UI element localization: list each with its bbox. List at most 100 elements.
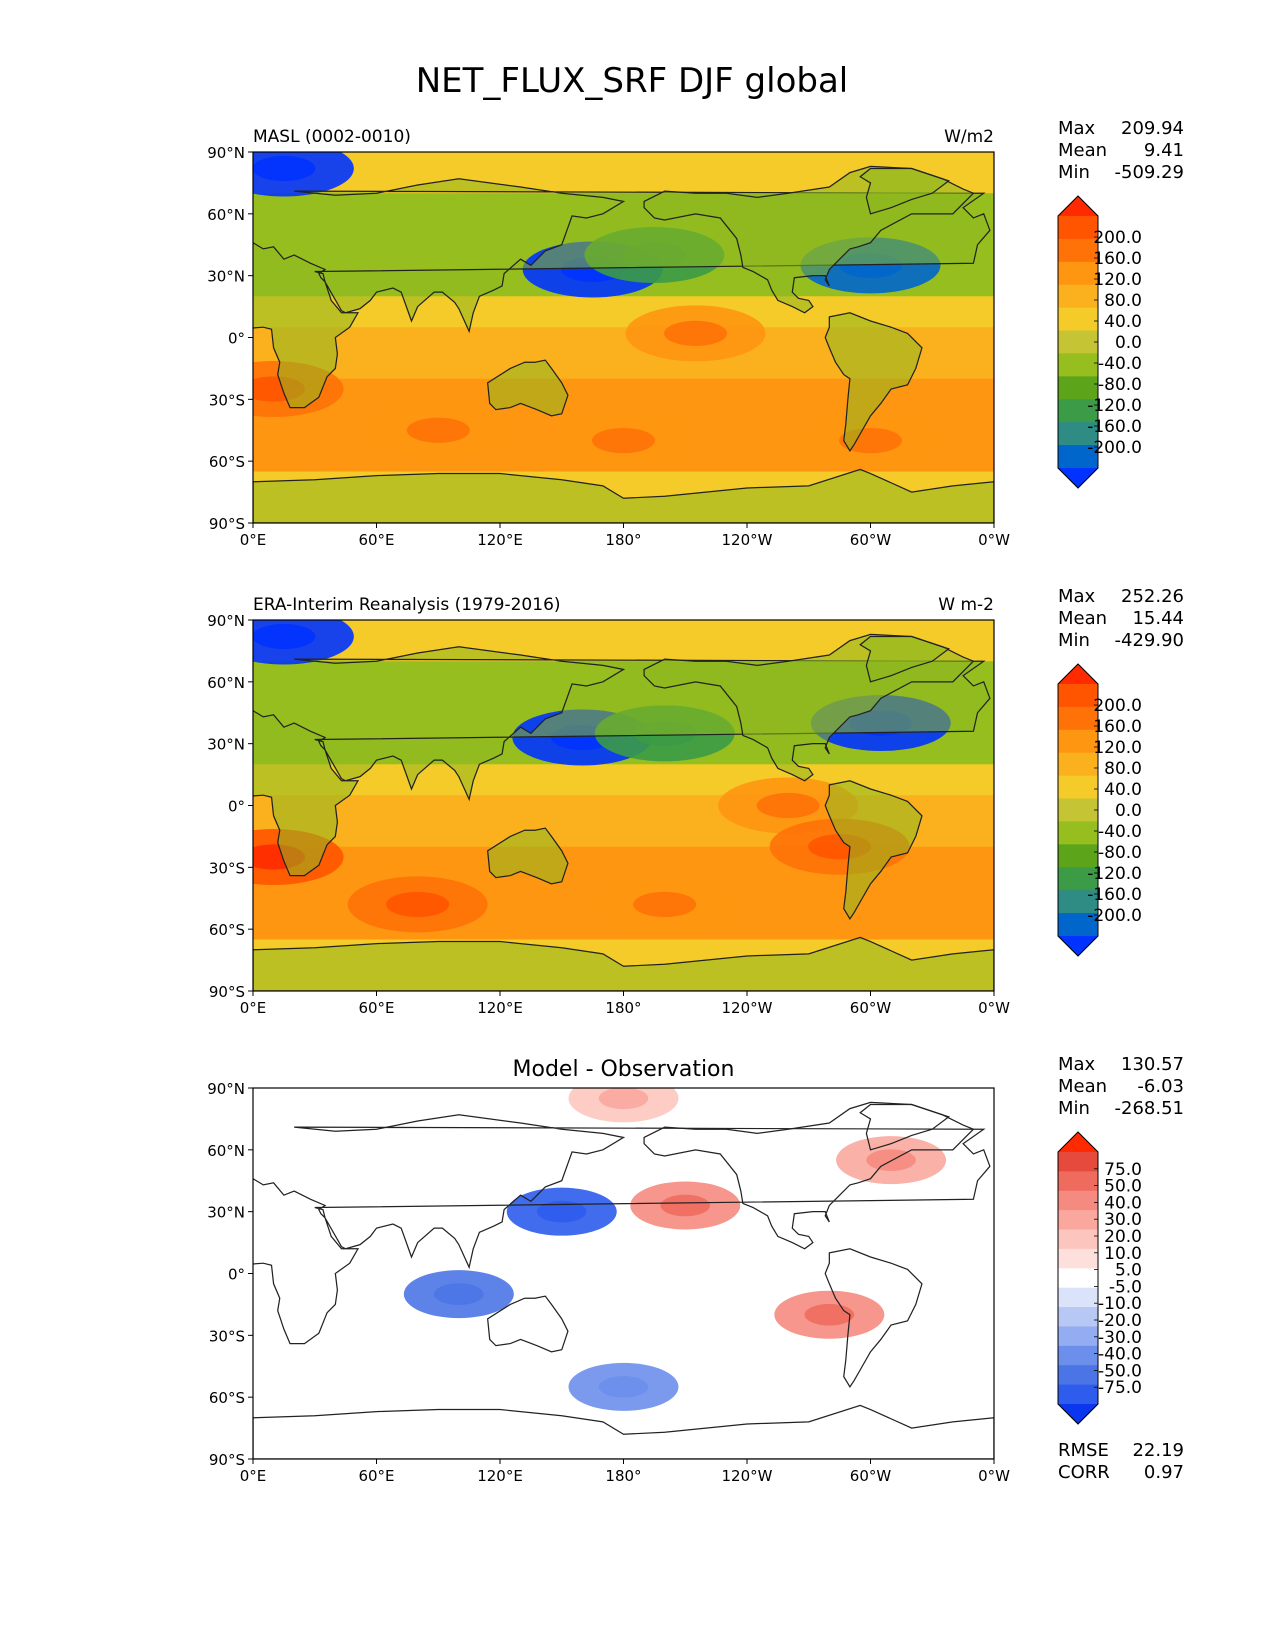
colorbar-label: 75.0 (1104, 1160, 1142, 1180)
colorbar: 200.0160.0120.080.040.00.0-40.0-80.0-120… (1057, 663, 1142, 957)
colorbar-label: 0.0 (1115, 801, 1142, 821)
colorbar-segment (1058, 1287, 1098, 1308)
colorbar-segment (1058, 330, 1098, 355)
colorbar-label: -40.0 (1098, 354, 1142, 374)
colorbar-label: -160.0 (1087, 885, 1142, 905)
lat-tick-label: 0° (228, 1266, 245, 1284)
stat-label-max: Max (1058, 586, 1096, 607)
field-anomaly-core (537, 1200, 587, 1223)
stat-label-min: Min (1058, 1098, 1090, 1119)
lat-tick-label: 0° (228, 330, 245, 348)
lat-tick-label: 90°N (207, 144, 245, 162)
panel-units: W/m2 (944, 127, 994, 147)
colorbar-label: 80.0 (1104, 291, 1142, 311)
stat-value-min: -429.90 (1115, 630, 1184, 651)
lat-tick-label: 90°S (209, 515, 245, 533)
field-anomaly-core (756, 792, 820, 819)
map-panel-3: Model - Observation 90°N 60°N 30°N 0° 30°S 60°… (207, 1054, 1184, 1485)
colorbar-segment (1058, 1229, 1098, 1250)
colorbar-segment (1058, 399, 1098, 423)
colorbar-segment (1058, 775, 1098, 800)
colorbar-segment (1058, 376, 1098, 400)
stat-value-min: -509.29 (1115, 162, 1184, 183)
lon-tick-label: 180° (605, 1467, 641, 1485)
colorbar-segment (1058, 216, 1098, 240)
field-anomaly-core (633, 891, 697, 918)
field-anomaly-core (664, 320, 728, 346)
lon-tick-label: 120°W (722, 1467, 773, 1485)
lon-tick-label: 60°E (358, 1467, 394, 1485)
colorbar-segment (1058, 261, 1098, 286)
stat-value-mean: -6.03 (1137, 1076, 1184, 1097)
field-anomaly-core (253, 623, 316, 650)
lat-tick-label: 0° (228, 798, 245, 816)
colorbar-label: 5.0 (1115, 1261, 1142, 1281)
lon-tick-label: 0°W (978, 531, 1010, 549)
lat-tick-label: 60°S (209, 1389, 245, 1407)
lat-tick-label: 30°S (209, 859, 245, 877)
stat-label-rmse: RMSE (1058, 1440, 1109, 1461)
colorbar-label: -40.0 (1098, 1345, 1142, 1365)
colorbar-label: 40.0 (1104, 1193, 1142, 1213)
colorbar-segment (1058, 684, 1098, 708)
colorbar-label: -120.0 (1087, 864, 1142, 884)
colorbar-segment (1058, 1210, 1098, 1231)
colorbar-segment (1058, 307, 1098, 332)
lat-tick-label: 90°S (209, 983, 245, 1001)
colorbar-segment (1058, 1152, 1098, 1172)
lon-tick-label: 0°W (978, 1467, 1010, 1485)
colorbar-segment (1058, 1190, 1098, 1211)
colorbar-segment (1058, 353, 1098, 377)
lat-tick-label: 30°S (209, 1327, 245, 1345)
colorbar-segment (1058, 706, 1098, 731)
colorbar-label: -20.0 (1098, 1311, 1142, 1331)
lat-tick-label: 60°N (207, 206, 245, 224)
colorbar-label: 30.0 (1104, 1210, 1142, 1230)
colorbar-label: -5.0 (1109, 1277, 1142, 1297)
panel-subtitle-left: ERA-Interim Reanalysis (1979-2016) (253, 595, 561, 615)
colorbar-label: 120.0 (1093, 738, 1142, 758)
colorbar-segment (1058, 284, 1098, 309)
lat-tick-label: 90°S (209, 1451, 245, 1469)
colorbar-segment (1058, 821, 1098, 845)
stat-label-min: Min (1058, 162, 1090, 183)
colorbar-outline (1057, 663, 1099, 957)
lon-tick-label: 60°W (850, 1467, 892, 1485)
colorbar-segment (1058, 1307, 1098, 1328)
colorbar-label: -80.0 (1098, 375, 1142, 395)
stat-label-max: Max (1058, 118, 1096, 139)
colorbar: 200.0160.0120.080.040.00.0-40.0-80.0-120… (1057, 195, 1142, 489)
stat-value-corr: 0.97 (1144, 1462, 1184, 1483)
stat-label-mean: Mean (1058, 1076, 1107, 1097)
lat-tick-label: 90°N (207, 612, 245, 630)
colorbar-extend-top (1058, 196, 1098, 216)
colorbar-label: 120.0 (1093, 270, 1142, 290)
colorbar-segment (1058, 798, 1098, 823)
stat-value-min: -268.51 (1115, 1098, 1184, 1119)
lat-tick-label: 30°S (209, 391, 245, 409)
colorbar-label: 160.0 (1093, 249, 1142, 269)
colorbar-extend-bottom (1058, 936, 1098, 956)
colorbar-label: 160.0 (1093, 717, 1142, 737)
colorbar-label: -120.0 (1087, 396, 1142, 416)
lon-tick-label: 60°E (358, 531, 394, 549)
field-anomaly-core (253, 155, 316, 182)
stat-label-mean: Mean (1058, 140, 1107, 161)
colorbar-label: -200.0 (1087, 438, 1142, 458)
lon-tick-label: 180° (605, 531, 641, 549)
field (253, 1088, 994, 1459)
colorbar: 75.050.040.030.020.010.05.0-5.0-10.0-20.… (1057, 1131, 1142, 1425)
colorbar-segment (1058, 1384, 1098, 1405)
colorbar-label: -10.0 (1098, 1294, 1142, 1314)
colorbar-label: -75.0 (1098, 1378, 1142, 1398)
colorbar-segment (1058, 752, 1098, 777)
colorbar-label: 50.0 (1104, 1177, 1142, 1197)
colorbar-segment (1058, 867, 1098, 891)
colorbar-segment (1058, 729, 1098, 754)
panel-subtitle-left: MASL (0002-0010) (253, 127, 411, 147)
stat-label-min: Min (1058, 630, 1090, 651)
lat-tick-label: 30°N (207, 1204, 245, 1222)
colorbar-label: 80.0 (1104, 759, 1142, 779)
stat-value-mean: 15.44 (1132, 608, 1184, 629)
